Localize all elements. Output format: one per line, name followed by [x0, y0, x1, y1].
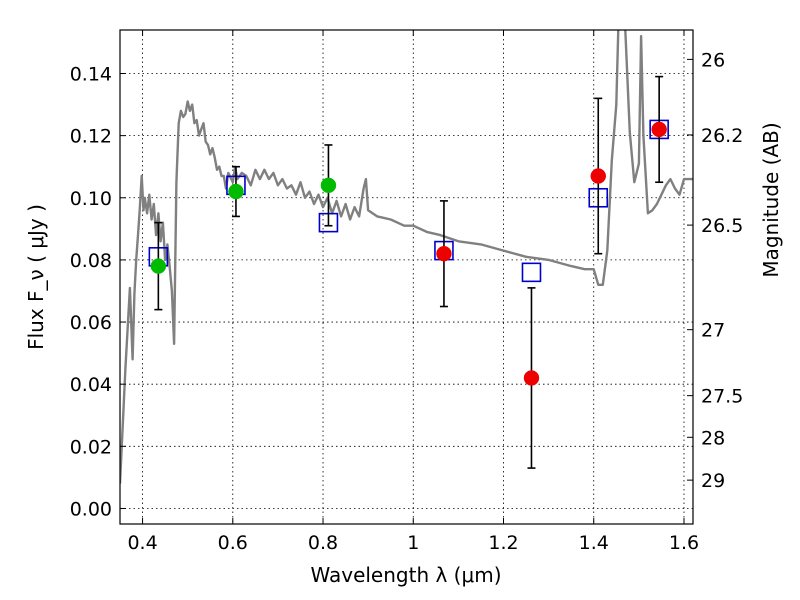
y-tick-label: 0.06	[70, 312, 112, 334]
observed-flux-point	[590, 168, 607, 184]
y-tick-label: 0.14	[70, 63, 112, 85]
x-tick-label: 0.8	[308, 532, 338, 554]
y2-axis-label: Magnitude (AB)	[759, 122, 783, 277]
observed-flux-point	[523, 370, 540, 386]
y2-tick-label: 26.2	[701, 125, 743, 147]
model-spectrum-line	[120, 30, 693, 484]
y-tick-label: 0.12	[70, 126, 112, 148]
x-tick-label: 0.6	[218, 532, 248, 554]
observed-flux-point	[651, 121, 667, 138]
x-axis-label: Wavelength λ (μm)	[310, 563, 501, 587]
y2-tick-label: 27	[701, 320, 725, 342]
observed-flux-point	[320, 177, 337, 194]
y-tick-label: 0.10	[70, 188, 112, 210]
x-tick-label: 1.6	[669, 532, 699, 554]
observed-flux-point	[436, 245, 452, 262]
observed-flux-point	[150, 258, 167, 274]
y-tick-label: 0.08	[70, 250, 112, 272]
y-tick-label: 0.02	[70, 436, 112, 458]
x-tick-label: 1.4	[579, 532, 609, 554]
plot-frame	[119, 29, 694, 525]
y2-tick-label: 26	[701, 49, 725, 71]
x-tick-label: 1	[407, 532, 419, 554]
x-tick-label: 1.2	[488, 532, 518, 554]
y2-tick-label: 26.5	[701, 215, 743, 237]
y2-tick-label: 28	[701, 427, 725, 449]
y2-tick-label: 27.5	[701, 386, 743, 408]
model-flux-square	[521, 262, 542, 283]
plot-content	[120, 30, 693, 484]
x-tick-label: 0.4	[127, 532, 157, 554]
y-axis-label: Flux F_ν ( μJy )	[24, 204, 48, 350]
observed-flux-point	[228, 183, 244, 200]
y-tick-label: 0.04	[70, 374, 112, 396]
axis-ticks: 0.4 0.6 0.8 1 1.2 1.4 1.6 0.00 0.02 0.04 0.06 0.08 0…	[70, 30, 743, 554]
y-tick-label: 0.00	[70, 498, 112, 520]
plot-area	[120, 30, 693, 524]
y2-tick-label: 29	[701, 470, 725, 492]
